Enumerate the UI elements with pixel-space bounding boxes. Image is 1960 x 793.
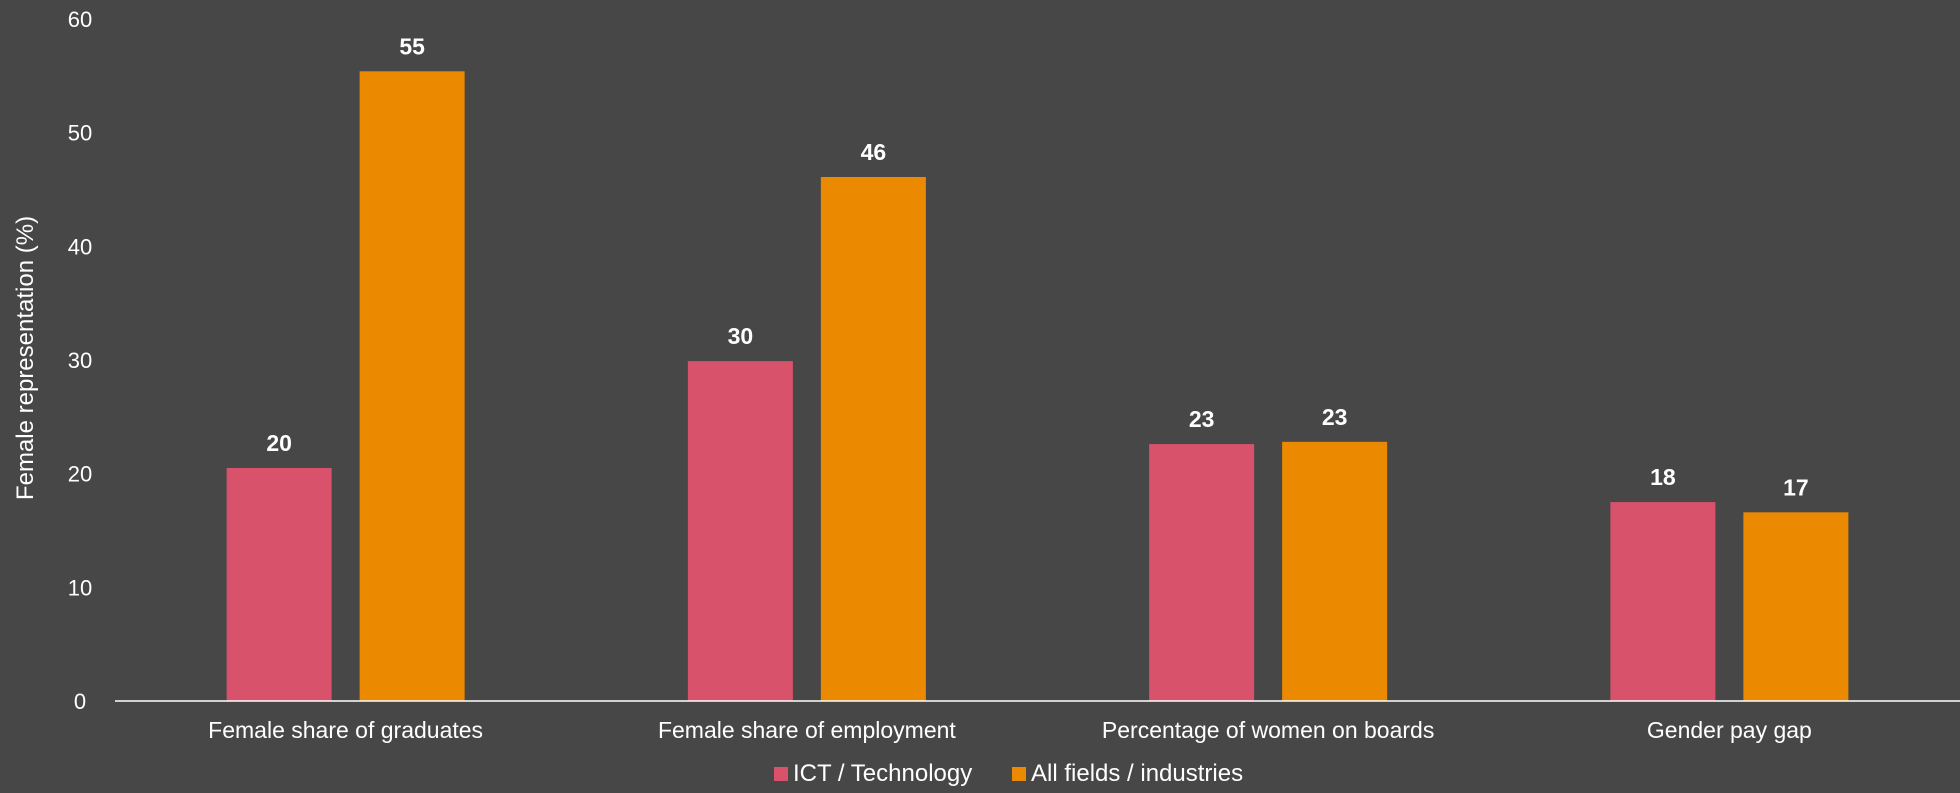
x-axis: Female share of graduates Female share of… <box>208 717 1812 743</box>
x-category-label: Gender pay gap <box>1647 717 1812 743</box>
y-tick-label: 40 <box>68 234 92 259</box>
legend-label: ICT / Technology <box>793 760 972 787</box>
data-label: 23 <box>1322 404 1348 430</box>
data-label: 17 <box>1783 474 1809 500</box>
x-category-label: Female share of graduates <box>208 717 483 743</box>
y-tick-label: 60 <box>68 7 92 32</box>
data-label: 55 <box>399 33 425 59</box>
bar-all-fields <box>359 71 465 701</box>
y-axis: 0 10 20 30 40 50 60 <box>68 7 92 714</box>
y-tick-label: 50 <box>68 121 92 146</box>
data-label: 20 <box>266 430 292 456</box>
bar-ict <box>1610 502 1716 701</box>
data-label: 30 <box>728 323 754 349</box>
bar-all-fields <box>820 176 926 701</box>
bar-all-fields <box>1282 441 1388 701</box>
bar-all-fields <box>1743 512 1849 701</box>
bars <box>226 71 1849 701</box>
legend-swatch <box>774 767 788 781</box>
y-tick-label: 10 <box>68 575 92 600</box>
y-axis-title: Female representation (%) <box>12 216 39 500</box>
y-tick-label: 20 <box>68 462 92 487</box>
y-tick-label: 30 <box>68 348 92 373</box>
data-label: 46 <box>861 139 887 165</box>
bar-ict <box>226 467 332 701</box>
legend: ICT / Technology All fields / industries <box>774 760 1243 787</box>
data-label: 23 <box>1189 406 1215 432</box>
y-tick-label: 0 <box>74 689 86 714</box>
legend-swatch <box>1012 767 1026 781</box>
data-label: 18 <box>1650 464 1676 490</box>
bar-ict <box>687 361 793 701</box>
x-category-label: Female share of employment <box>658 717 956 743</box>
data-labels: 20 55 30 46 23 23 18 17 <box>266 33 1808 500</box>
legend-label: All fields / industries <box>1031 760 1243 787</box>
x-category-label: Percentage of women on boards <box>1102 717 1434 743</box>
bar-ict <box>1149 444 1255 701</box>
